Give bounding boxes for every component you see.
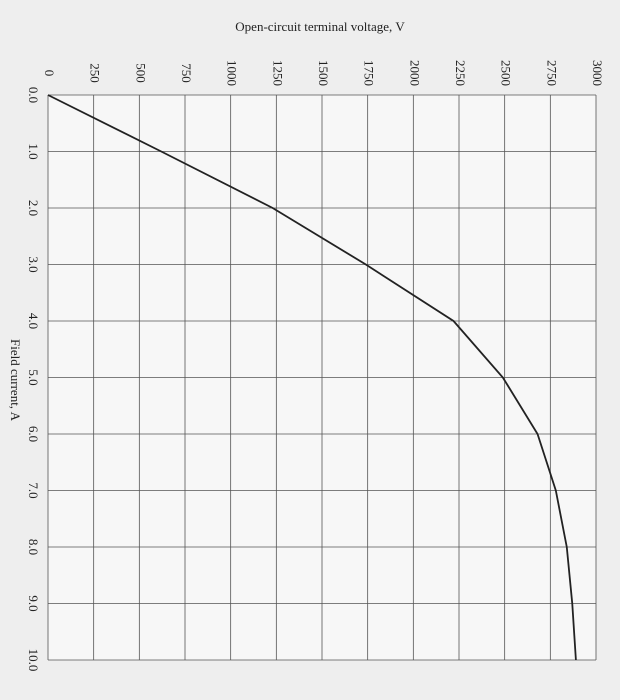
x-tick-label: 0.0 [26,87,41,103]
y-tick-label: 1750 [362,60,377,86]
x-tick-label: 1.0 [26,143,41,159]
y-tick-label: 2000 [407,60,422,86]
y-tick-label: 1500 [316,60,331,86]
y-tick-label: 1250 [270,60,285,86]
y-tick-label: 3000 [590,60,605,86]
x-tick-label: 10.0 [26,649,41,672]
x-tick-label: 8.0 [26,539,41,555]
x-tick-label: 9.0 [26,595,41,611]
x-tick-label: 5.0 [26,369,41,385]
y-tick-label: 1000 [225,60,240,86]
y-tick-label: 250 [88,63,103,83]
y-tick-label: 500 [133,63,148,83]
y-tick-label: 0 [42,70,57,77]
x-tick-label: 4.0 [26,313,41,329]
y-tick-label: 2250 [453,60,468,86]
x-tick-label: 7.0 [26,482,41,498]
y-tick-label: 2750 [544,60,559,86]
y-tick-label: 2500 [499,60,514,86]
y-tick-label: 750 [179,63,194,83]
x-axis-title: Field current, A [8,339,23,422]
curve [47,94,577,661]
x-tick-label: 6.0 [26,426,41,442]
x-tick-label: 2.0 [26,200,41,216]
x-tick-label: 3.0 [26,256,41,272]
y-axis-title: Open-circuit terminal voltage, V [235,19,405,34]
